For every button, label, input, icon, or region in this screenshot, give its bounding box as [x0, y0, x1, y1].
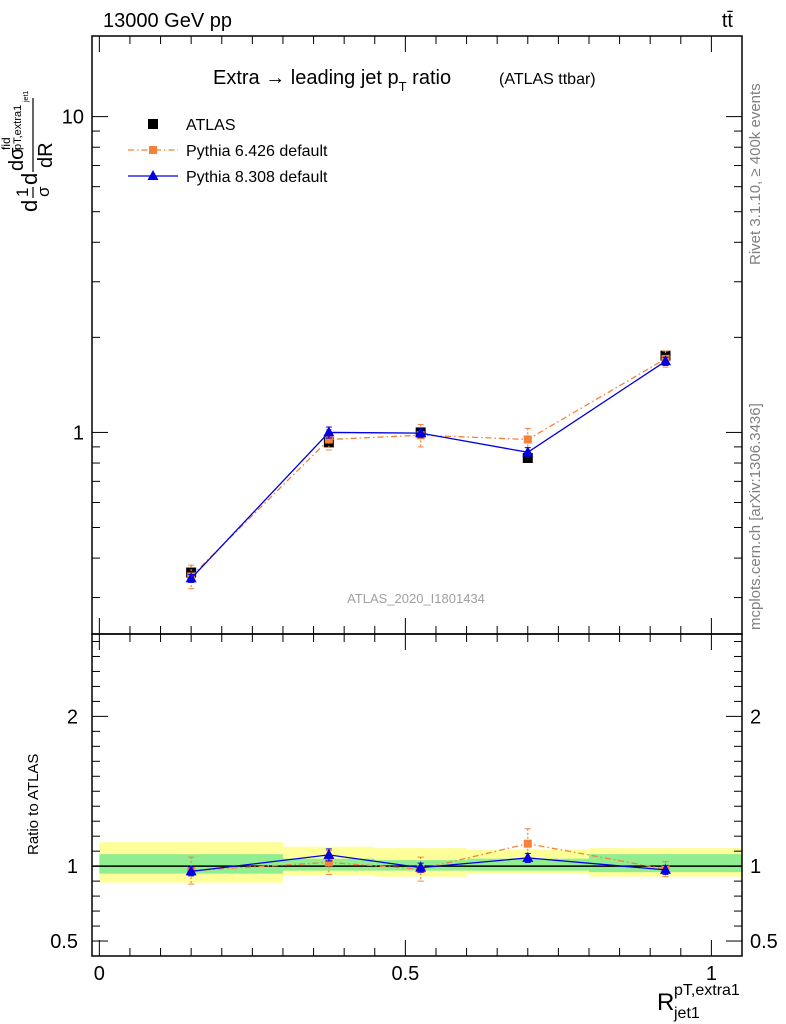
ylabel-dsigma: dσ	[6, 147, 28, 171]
ratio-xtick-label-1: 0.5	[391, 963, 419, 985]
main-point-pythia-8-308-default-2	[415, 427, 427, 438]
main-axis-ticks: 1 10	[62, 36, 743, 634]
ylabel-one: 1	[13, 188, 32, 197]
ratio-plot-frame	[91, 633, 743, 957]
ratio-data-layer	[185, 828, 671, 885]
main-line-pythia-8-308-default	[190, 360, 666, 579]
main-point-pythia-6-426-default-3	[523, 435, 532, 444]
legend: ATLAS Pythia 6.426 default Pythia 8.308 …	[128, 117, 328, 186]
ylabel-fid: fid	[0, 137, 13, 150]
main-point-pythia-6-426-default-1	[324, 435, 333, 444]
ratio-band-green-3	[466, 858, 589, 871]
ratio-ytick-label-right-2: 2	[750, 706, 761, 728]
ratio-point-pythia-8-308-default-0	[185, 865, 197, 876]
chart-title: Extra → leading jet pT ratio	[213, 67, 451, 94]
main-y-label: d 1 σ d dσ fid pT,extra1 jet1 dR	[0, 91, 57, 212]
legend-label-pythia8: Pythia 8.308 default	[186, 169, 328, 186]
ratio-band-green-0	[99, 854, 283, 874]
main-ytick-label-0: 1	[73, 422, 84, 444]
legend-marker-pythia6	[149, 146, 157, 154]
ratio-point-pythia-8-308-default-2	[415, 861, 427, 872]
x-axis-label: R pT,extra1 jet1	[657, 982, 740, 1022]
ratio-plot-panel: 0.5 0.5 1 1 2 2 0 0.5 1 Ratio to ATLAS R pT,extr…	[25, 633, 778, 1022]
source-label: mcplots.cern.ch [arXiv:1306.3436]	[747, 403, 764, 630]
ratio-xtick-label-0: 0	[94, 963, 105, 985]
chart-title-small: (ATLAS ttbar)	[499, 71, 596, 88]
ylabel-d2: d	[17, 173, 42, 185]
main-point-pythia-8-308-default-3	[522, 446, 534, 457]
main-point-pythia-8-308-default-1	[323, 426, 335, 437]
main-ytick-label-1: 10	[62, 107, 84, 129]
main-line-pythia-6-426-default	[190, 358, 666, 577]
legend-label-atlas: ATLAS	[186, 117, 236, 134]
ratio-point-pythia-8-308-default-1	[323, 848, 335, 859]
legend-marker-atlas	[148, 119, 158, 129]
legend-marker-pythia8	[147, 170, 159, 180]
ratio-ytick-label-right-1: 1	[750, 856, 761, 878]
rivet-label: Rivet 3.1.10, ≥ 400k events	[747, 83, 764, 265]
main-data-layer	[185, 350, 671, 590]
chart-title-after: ratio	[407, 67, 451, 89]
ylabel-dR: dR	[35, 142, 57, 168]
ratio-point-pythia-6-426-default-3	[523, 839, 532, 848]
main-plot-panel: 1 10 Extra → leading jet pT ratio (ATLAS …	[0, 35, 743, 635]
chart-title-sub: T	[399, 79, 407, 94]
ylabel-d1: d	[17, 200, 42, 212]
legend-label-pythia6: Pythia 6.426 default	[186, 143, 328, 160]
chart-title-main: Extra → leading jet p	[213, 67, 399, 89]
xlabel-sup: pT,extra1	[674, 982, 740, 999]
ratio-y-label: Ratio to ATLAS	[25, 754, 42, 855]
ratio-ytick-label-left-1: 1	[67, 856, 78, 878]
main-point-pythia-8-308-default-4	[659, 355, 671, 366]
energy-label: 13000 GeV pp	[103, 10, 232, 32]
process-label: tt̄	[722, 10, 734, 32]
ratio-ytick-label-left-2: 2	[67, 706, 78, 728]
ratio-point-pythia-8-308-default-4	[659, 863, 671, 874]
ylabel-ptextra: pT,extra1	[12, 105, 24, 150]
ylabel-sigma: σ	[34, 186, 53, 197]
ratio-ytick-label-right-0: 0.5	[750, 931, 778, 953]
ratio-uncertainty-bands	[92, 842, 742, 883]
ratio-point-pythia-6-426-default-1	[324, 858, 333, 867]
analysis-label: ATLAS_2020_I1801434	[347, 591, 485, 606]
ratio-ytick-label-left-0: 0.5	[50, 931, 78, 953]
ratio-xtick-label-2: 1	[706, 963, 717, 985]
xlabel-main: R	[657, 989, 674, 1016]
ylabel-jet1: jet1	[23, 91, 30, 103]
ratio-point-pythia-8-308-default-3	[522, 851, 534, 862]
main-point-atlas-3	[522, 452, 533, 463]
xlabel-sub: jet1	[673, 1005, 700, 1022]
ratio-axis-ticks: 0.5 0.5 1 1 2 2 0 0.5 1	[50, 634, 778, 985]
main-point-pythia-8-308-default-0	[185, 572, 197, 583]
